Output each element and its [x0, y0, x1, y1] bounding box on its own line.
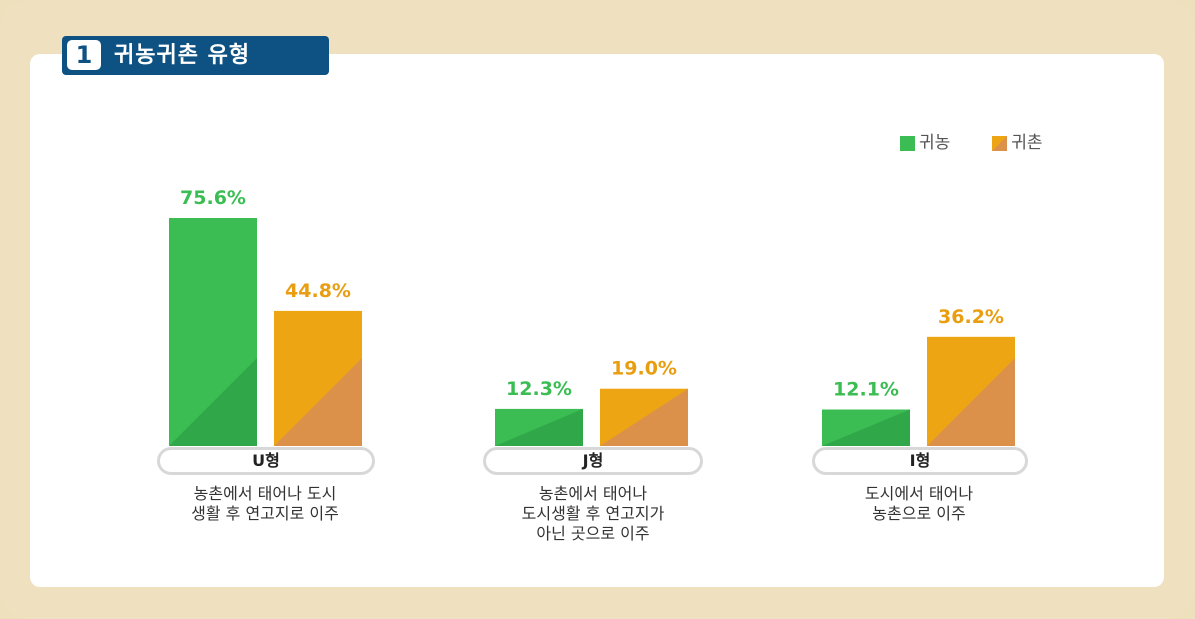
value-label-farming-j: 12.3%: [506, 378, 572, 400]
description-i: 도시에서 태어나 농촌으로 이주: [814, 484, 1024, 524]
value-label-rural-j: 19.0%: [611, 358, 677, 380]
legend-swatch-rural: [992, 135, 1008, 151]
description-j-line-1: 농촌에서 태어나: [538, 484, 648, 503]
section-title: 귀농귀촌 유형: [114, 43, 251, 68]
legend-item-farming: 귀농: [900, 133, 950, 153]
category-label-i: I형: [812, 447, 1028, 475]
bar-shade-rural-i: [927, 358, 1015, 446]
section-number: 1: [64, 37, 104, 73]
description-j-line-2: 도시생활 후 연고지가: [521, 504, 665, 523]
bar-shade-rural-u: [274, 358, 362, 446]
category-label-u: U형: [157, 447, 375, 475]
legend-item-rural: 귀촌: [992, 133, 1043, 153]
bar-shade-rural-j: [600, 388, 688, 446]
description-j: 농촌에서 태어나 도시생활 후 연고지가 아닌 곳으로 이주: [486, 484, 700, 544]
value-label-rural-u: 44.8%: [285, 280, 351, 302]
description-j-line-3: 아닌 곳으로 이주: [536, 524, 650, 543]
description-u-line-1: 농촌에서 태어나 도시: [193, 484, 337, 503]
description-u-line-2: 생활 후 연고지로 이주: [191, 504, 339, 523]
description-u: 농촌에서 태어나 도시 생활 후 연고지로 이주: [160, 484, 370, 524]
description-i-line-2: 농촌으로 이주: [872, 504, 966, 523]
legend-swatch-farming: [900, 135, 915, 151]
bar-shade-farming-u: [169, 358, 257, 446]
value-label-rural-i: 36.2%: [938, 306, 1004, 328]
category-label-j: J형: [483, 447, 703, 475]
legend-label-farming: 귀농: [919, 133, 951, 153]
bar-shade-farming-i: [822, 409, 910, 446]
value-label-farming-u: 75.6%: [180, 187, 246, 209]
description-i-line-1: 도시에서 태어나: [864, 484, 974, 503]
section-title-badge: [62, 36, 329, 75]
value-label-farming-i: 12.1%: [833, 379, 899, 401]
legend-label-rural: 귀촌: [1011, 133, 1043, 153]
legend: 귀농 귀촌: [900, 132, 1085, 154]
bar-shade-farming-j: [495, 408, 583, 446]
